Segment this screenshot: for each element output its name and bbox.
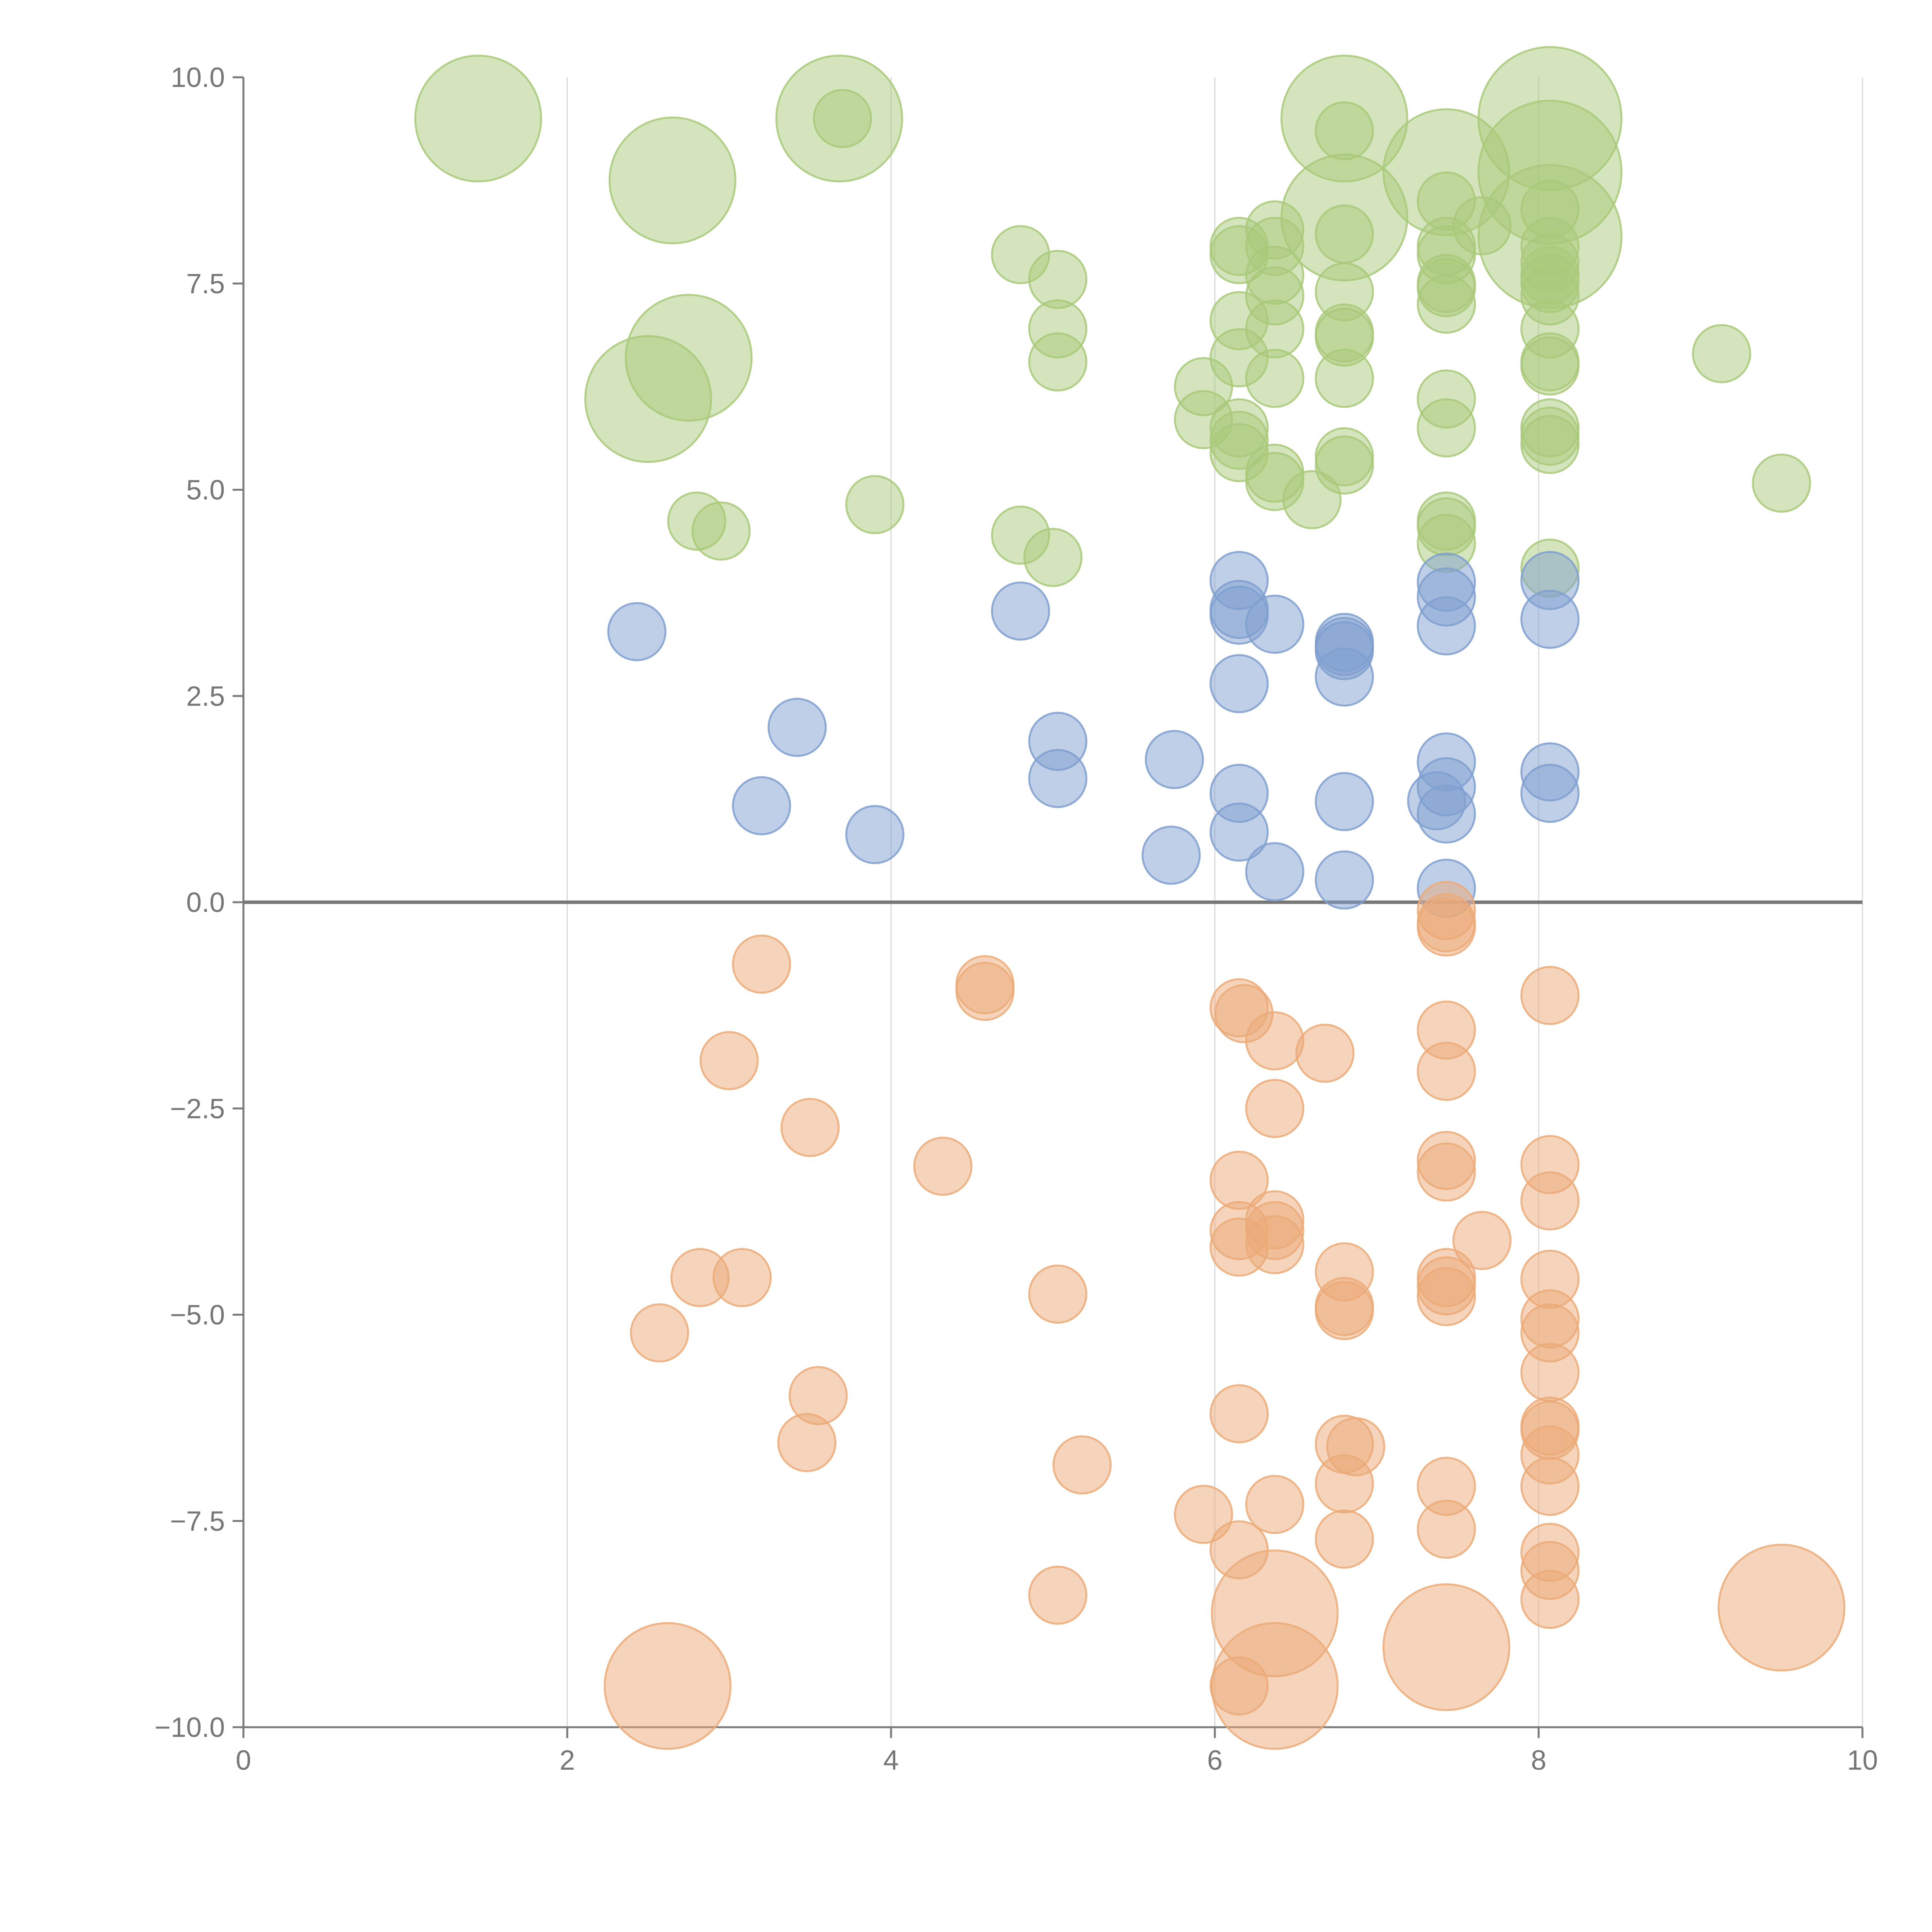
points-layer [414, 46, 1845, 1750]
data-point-blue-21 [1028, 749, 1088, 808]
data-point-orange-13 [1417, 1042, 1476, 1101]
data-point-blue-15 [1209, 654, 1269, 713]
data-point-orange-53 [1520, 1457, 1580, 1516]
y-tick-label: 0.0 [186, 887, 225, 918]
y-tick-label: 2.5 [186, 681, 225, 712]
data-point-green-14 [1315, 204, 1374, 264]
data-point-blue-18 [1145, 730, 1204, 789]
data-point-orange-2 [1417, 893, 1476, 952]
data-point-orange-68 [1211, 1622, 1339, 1750]
data-point-orange-14 [1245, 1079, 1304, 1138]
y-tick-label: 10.0 [171, 62, 225, 93]
data-point-green-47 [1315, 349, 1374, 408]
x-tick-label: 6 [1207, 1745, 1223, 1776]
data-point-green-63 [1752, 453, 1811, 513]
data-point-orange-46 [777, 1413, 837, 1472]
data-point-orange-21 [1520, 1171, 1580, 1231]
data-point-orange-63 [1718, 1544, 1845, 1672]
y-tick-label: −10.0 [155, 1712, 225, 1743]
y-tick-label: 7.5 [186, 269, 225, 299]
data-point-orange-43 [1209, 1384, 1269, 1444]
y-tick-label: 5.0 [186, 475, 225, 506]
x-tick-label: 4 [883, 1745, 899, 1776]
data-point-blue-8 [1245, 595, 1304, 654]
data-point-orange-10 [1245, 1011, 1304, 1071]
data-point-green-65 [845, 475, 905, 534]
data-point-blue-31 [1141, 825, 1201, 885]
data-point-orange-27 [1245, 1215, 1304, 1274]
data-point-orange-5 [955, 962, 1015, 1021]
data-point-green-46 [1245, 349, 1304, 408]
data-point-orange-12 [699, 1031, 759, 1090]
data-point-orange-62 [1520, 1570, 1580, 1629]
data-point-orange-57 [1315, 1509, 1374, 1569]
data-point-orange-11 [1295, 1024, 1355, 1083]
data-point-green-6 [609, 116, 736, 245]
data-point-green-0 [414, 54, 542, 183]
data-point-blue-30 [845, 805, 905, 864]
data-point-orange-41 [1520, 1343, 1580, 1402]
data-point-green-4 [1315, 101, 1374, 161]
data-point-orange-19 [1417, 1142, 1476, 1202]
x-tick-label: 2 [560, 1745, 575, 1776]
data-point-green-69 [691, 501, 751, 561]
data-point-orange-15 [781, 1098, 840, 1157]
data-point-blue-5 [991, 581, 1050, 641]
data-point-green-42 [1692, 324, 1751, 383]
data-point-orange-39 [630, 1303, 689, 1362]
data-point-orange-51 [1315, 1454, 1374, 1514]
data-point-blue-27 [732, 776, 791, 835]
data-point-blue-29 [1209, 803, 1269, 862]
data-point-green-33 [1417, 274, 1476, 334]
data-point-orange-50 [1052, 1435, 1112, 1495]
data-point-blue-28 [1417, 784, 1476, 844]
data-point-orange-18 [913, 1136, 973, 1196]
y-tick-label: −5.0 [170, 1300, 225, 1331]
data-point-orange-3 [732, 934, 791, 994]
data-point-orange-65 [1382, 1583, 1510, 1711]
y-tick-label: −2.5 [170, 1094, 225, 1124]
data-point-green-72 [1023, 528, 1083, 587]
axes-layer: 0 2 4 6 8 10 −10.0 −7.5 −5.0 −2.5 0.0 2.5 5.0 7.5 10.0 [155, 62, 1878, 1776]
data-point-green-49 [584, 335, 712, 463]
x-tick-label: 10 [1847, 1745, 1878, 1776]
data-point-orange-54 [1245, 1475, 1304, 1534]
data-point-green-57 [1520, 415, 1580, 474]
data-point-orange-61 [1028, 1565, 1088, 1625]
data-point-blue-25 [1315, 772, 1374, 832]
data-point-blue-14 [1315, 647, 1374, 707]
data-point-blue-16 [767, 697, 827, 757]
x-tick-label: 0 [236, 1745, 251, 1776]
data-point-green-64 [1282, 470, 1342, 529]
data-point-green-2 [813, 89, 872, 148]
data-point-green-45 [1520, 336, 1580, 396]
data-point-orange-66 [604, 1622, 732, 1750]
y-tick-label: −7.5 [170, 1506, 225, 1537]
x-tick-label: 8 [1531, 1745, 1546, 1776]
data-point-orange-34 [1028, 1264, 1088, 1324]
data-point-orange-37 [1315, 1281, 1374, 1340]
data-point-orange-25 [1452, 1211, 1512, 1270]
data-point-blue-32 [1245, 842, 1304, 901]
data-point-orange-6 [1520, 966, 1580, 1025]
data-point-orange-31 [713, 1248, 772, 1307]
data-point-blue-24 [1520, 764, 1580, 823]
data-point-blue-10 [607, 602, 667, 662]
data-point-orange-56 [1417, 1500, 1476, 1559]
data-point-green-53 [1417, 398, 1476, 457]
data-point-green-43 [1028, 332, 1088, 392]
data-point-blue-33 [1315, 850, 1374, 910]
data-point-orange-35 [1417, 1267, 1476, 1327]
data-point-blue-9 [1417, 596, 1476, 656]
data-point-blue-7 [1520, 590, 1580, 649]
data-point-orange-55 [1174, 1485, 1233, 1544]
